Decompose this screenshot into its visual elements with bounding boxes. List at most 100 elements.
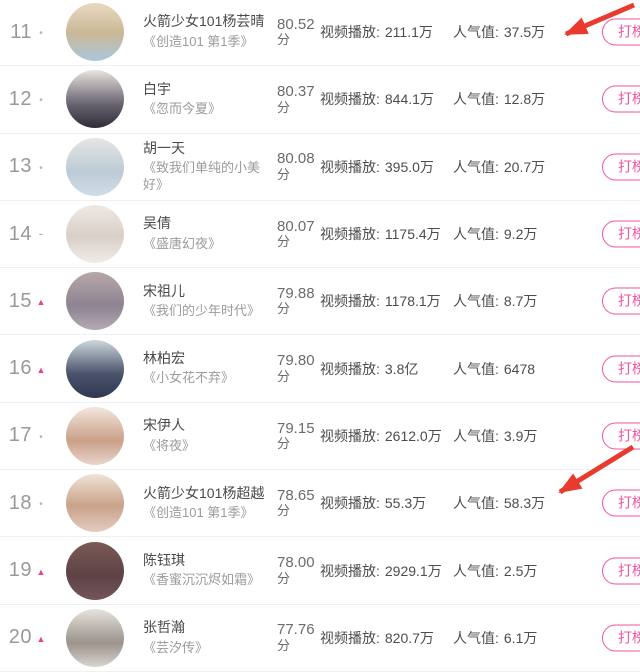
score-unit: 分 xyxy=(277,436,291,452)
score-value: 78.65 xyxy=(277,486,315,504)
celebrity-name[interactable]: 白宇 xyxy=(143,80,171,97)
celebrity-name[interactable]: 火箭少女101杨超越 xyxy=(143,484,265,501)
show-title: 《盛唐幻夜》 xyxy=(143,235,222,251)
avatar[interactable] xyxy=(66,608,124,667)
rank-number: 13 xyxy=(8,155,32,178)
show-title: 《芸汐传》 xyxy=(143,639,209,655)
popularity-label: 人气值: xyxy=(453,427,499,444)
avatar[interactable] xyxy=(66,205,124,264)
score-value: 78.00 xyxy=(277,554,315,572)
show-title: 《小女花不弃》 xyxy=(143,370,235,386)
rank-number: 20 xyxy=(8,626,32,649)
rank-number: 12 xyxy=(8,87,32,110)
trend-indicator-icon xyxy=(32,91,50,107)
popularity-label: 人气值: xyxy=(453,24,499,41)
popularity-label: 人气值: xyxy=(453,158,499,175)
avatar[interactable] xyxy=(66,70,124,129)
trend-indicator-icon xyxy=(32,428,50,444)
celebrity-name[interactable]: 火箭少女101杨芸晴 xyxy=(143,13,265,30)
trend-indicator-icon xyxy=(32,293,50,309)
table-row: 14 吴倩 《盛唐幻夜》 80.07 分 视频播放:1175.4万 人气值:9.… xyxy=(0,200,640,269)
vote-button[interactable]: 打榜 xyxy=(602,18,640,46)
avatar[interactable] xyxy=(66,474,124,533)
plays-label: 视频播放: xyxy=(320,158,380,175)
popularity-label: 人气值: xyxy=(453,562,499,579)
rank-number: 18 xyxy=(8,491,32,514)
avatar[interactable] xyxy=(66,406,124,465)
avatar[interactable] xyxy=(66,339,124,398)
show-title: 《致我们单纯的小美好》 xyxy=(143,160,261,192)
popularity-value: 20.7万 xyxy=(503,158,546,175)
trend-indicator-icon xyxy=(32,563,50,579)
plays-value: 55.3万 xyxy=(384,495,427,512)
celebrity-name[interactable]: 陈钰琪 xyxy=(143,551,185,568)
celebrity-name[interactable]: 张哲瀚 xyxy=(143,619,185,636)
table-row: 17 宋伊人 《将夜》 79.15 分 视频播放:2612.0万 人气值:3.9… xyxy=(0,402,640,471)
score-unit: 分 xyxy=(277,99,291,115)
vote-button[interactable]: 打榜 xyxy=(602,220,640,248)
rank-number: 19 xyxy=(8,559,32,582)
rank-number: 16 xyxy=(8,357,32,380)
rank-number: 15 xyxy=(8,289,32,312)
score-value: 79.88 xyxy=(277,284,315,302)
plays-value: 2929.1万 xyxy=(384,562,442,579)
plays-value: 1178.1万 xyxy=(384,293,441,310)
avatar[interactable] xyxy=(66,541,124,600)
score-unit: 分 xyxy=(277,503,291,519)
vote-button[interactable]: 打榜 xyxy=(602,153,640,181)
plays-label: 视频播放: xyxy=(320,24,380,41)
show-title: 《创造101 第1季》 xyxy=(143,505,254,521)
avatar[interactable] xyxy=(66,3,124,62)
score-unit: 分 xyxy=(277,368,291,384)
popularity-value: 6.1万 xyxy=(503,629,538,646)
popularity-value: 6478 xyxy=(503,360,536,377)
plays-value: 820.7万 xyxy=(384,629,434,646)
score-unit: 分 xyxy=(277,637,291,653)
plays-value: 844.1万 xyxy=(384,91,434,108)
show-title: 《香蜜沉沉烬如霜》 xyxy=(143,572,261,588)
plays-value: 395.0万 xyxy=(384,158,434,175)
vote-button[interactable]: 打榜 xyxy=(602,557,640,585)
popularity-label: 人气值: xyxy=(453,91,499,108)
plays-label: 视频播放: xyxy=(320,293,380,310)
trend-indicator-icon xyxy=(32,495,50,511)
avatar[interactable] xyxy=(66,272,124,331)
popularity-value: 2.5万 xyxy=(503,562,538,579)
vote-button[interactable]: 打榜 xyxy=(602,85,640,113)
popularity-label: 人气值: xyxy=(453,629,499,646)
popularity-value: 12.8万 xyxy=(503,91,546,108)
plays-label: 视频播放: xyxy=(320,495,380,512)
celebrity-name[interactable]: 林柏宏 xyxy=(143,349,185,366)
plays-value: 2612.0万 xyxy=(384,427,442,444)
score-unit: 分 xyxy=(277,570,291,586)
vote-button[interactable]: 打榜 xyxy=(602,355,640,383)
plays-value: 3.8亿 xyxy=(384,360,419,377)
score-value: 80.07 xyxy=(277,217,315,235)
popularity-value: 3.9万 xyxy=(503,427,538,444)
celebrity-name[interactable]: 宋伊人 xyxy=(143,417,185,434)
rank-number: 17 xyxy=(8,424,32,447)
plays-label: 视频播放: xyxy=(320,629,380,646)
popularity-value: 58.3万 xyxy=(503,495,546,512)
popularity-label: 人气值: xyxy=(453,495,499,512)
vote-button[interactable]: 打榜 xyxy=(602,489,640,517)
plays-value: 1175.4万 xyxy=(384,226,441,243)
score-unit: 分 xyxy=(277,32,291,48)
plays-label: 视频播放: xyxy=(320,427,380,444)
vote-button[interactable]: 打榜 xyxy=(602,287,640,315)
score-value: 79.15 xyxy=(277,419,315,437)
popularity-label: 人气值: xyxy=(453,293,499,310)
vote-button[interactable]: 打榜 xyxy=(602,624,640,652)
plays-label: 视频播放: xyxy=(320,91,380,108)
vote-button[interactable]: 打榜 xyxy=(602,422,640,450)
celebrity-name[interactable]: 吴倩 xyxy=(143,215,171,232)
popularity-label: 人气值: xyxy=(453,360,499,377)
avatar[interactable] xyxy=(66,137,124,196)
show-title: 《将夜》 xyxy=(143,437,196,453)
popularity-value: 8.7万 xyxy=(503,293,538,310)
plays-label: 视频播放: xyxy=(320,226,380,243)
celebrity-name[interactable]: 宋祖儿 xyxy=(143,282,185,299)
celebrity-name[interactable]: 胡一天 xyxy=(143,139,185,156)
trend-indicator-icon xyxy=(32,159,50,175)
